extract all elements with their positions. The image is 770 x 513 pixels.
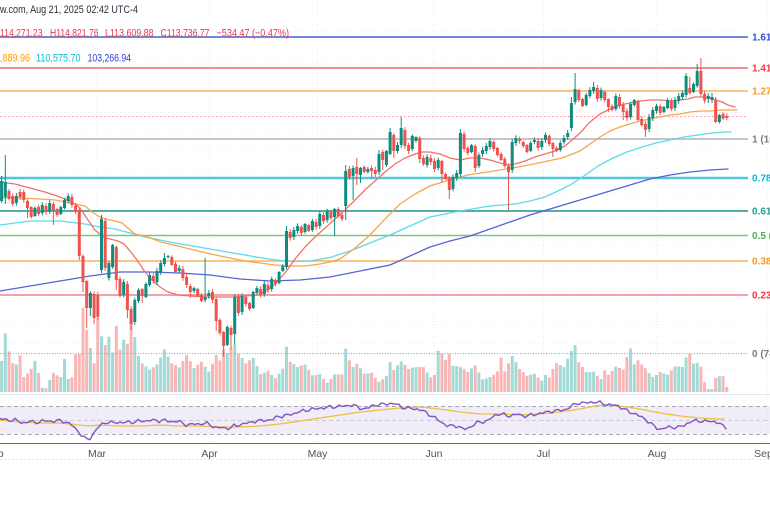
svg-text:May: May xyxy=(308,448,329,460)
svg-text:Jul: Jul xyxy=(537,448,550,460)
svg-text:1.41: 1.41 xyxy=(752,64,770,75)
svg-text:1.61: 1.61 xyxy=(752,33,770,44)
svg-text:0.23: 0.23 xyxy=(752,291,770,302)
svg-text:Mar: Mar xyxy=(88,448,107,460)
svg-text:Apr: Apr xyxy=(201,448,218,460)
svg-text:0.38: 0.38 xyxy=(752,257,770,268)
svg-text:Aug: Aug xyxy=(648,448,667,460)
svg-text:0.5 (: 0.5 ( xyxy=(752,231,770,242)
svg-text:w.com, Aug 21, 2025 02:42 UTC-: w.com, Aug 21, 2025 02:42 UTC-4 xyxy=(0,4,138,16)
svg-text:0.61: 0.61 xyxy=(752,207,770,218)
svg-text:0.78: 0.78 xyxy=(752,174,770,185)
svg-text:Feb: Feb xyxy=(0,448,4,460)
svg-text:1 (10: 1 (10 xyxy=(752,135,770,146)
svg-text:Sep: Sep xyxy=(754,448,770,460)
svg-text:1.27: 1.27 xyxy=(752,87,770,98)
svg-text:Jun: Jun xyxy=(426,448,443,460)
svg-text:0 (74: 0 (74 xyxy=(752,349,770,360)
